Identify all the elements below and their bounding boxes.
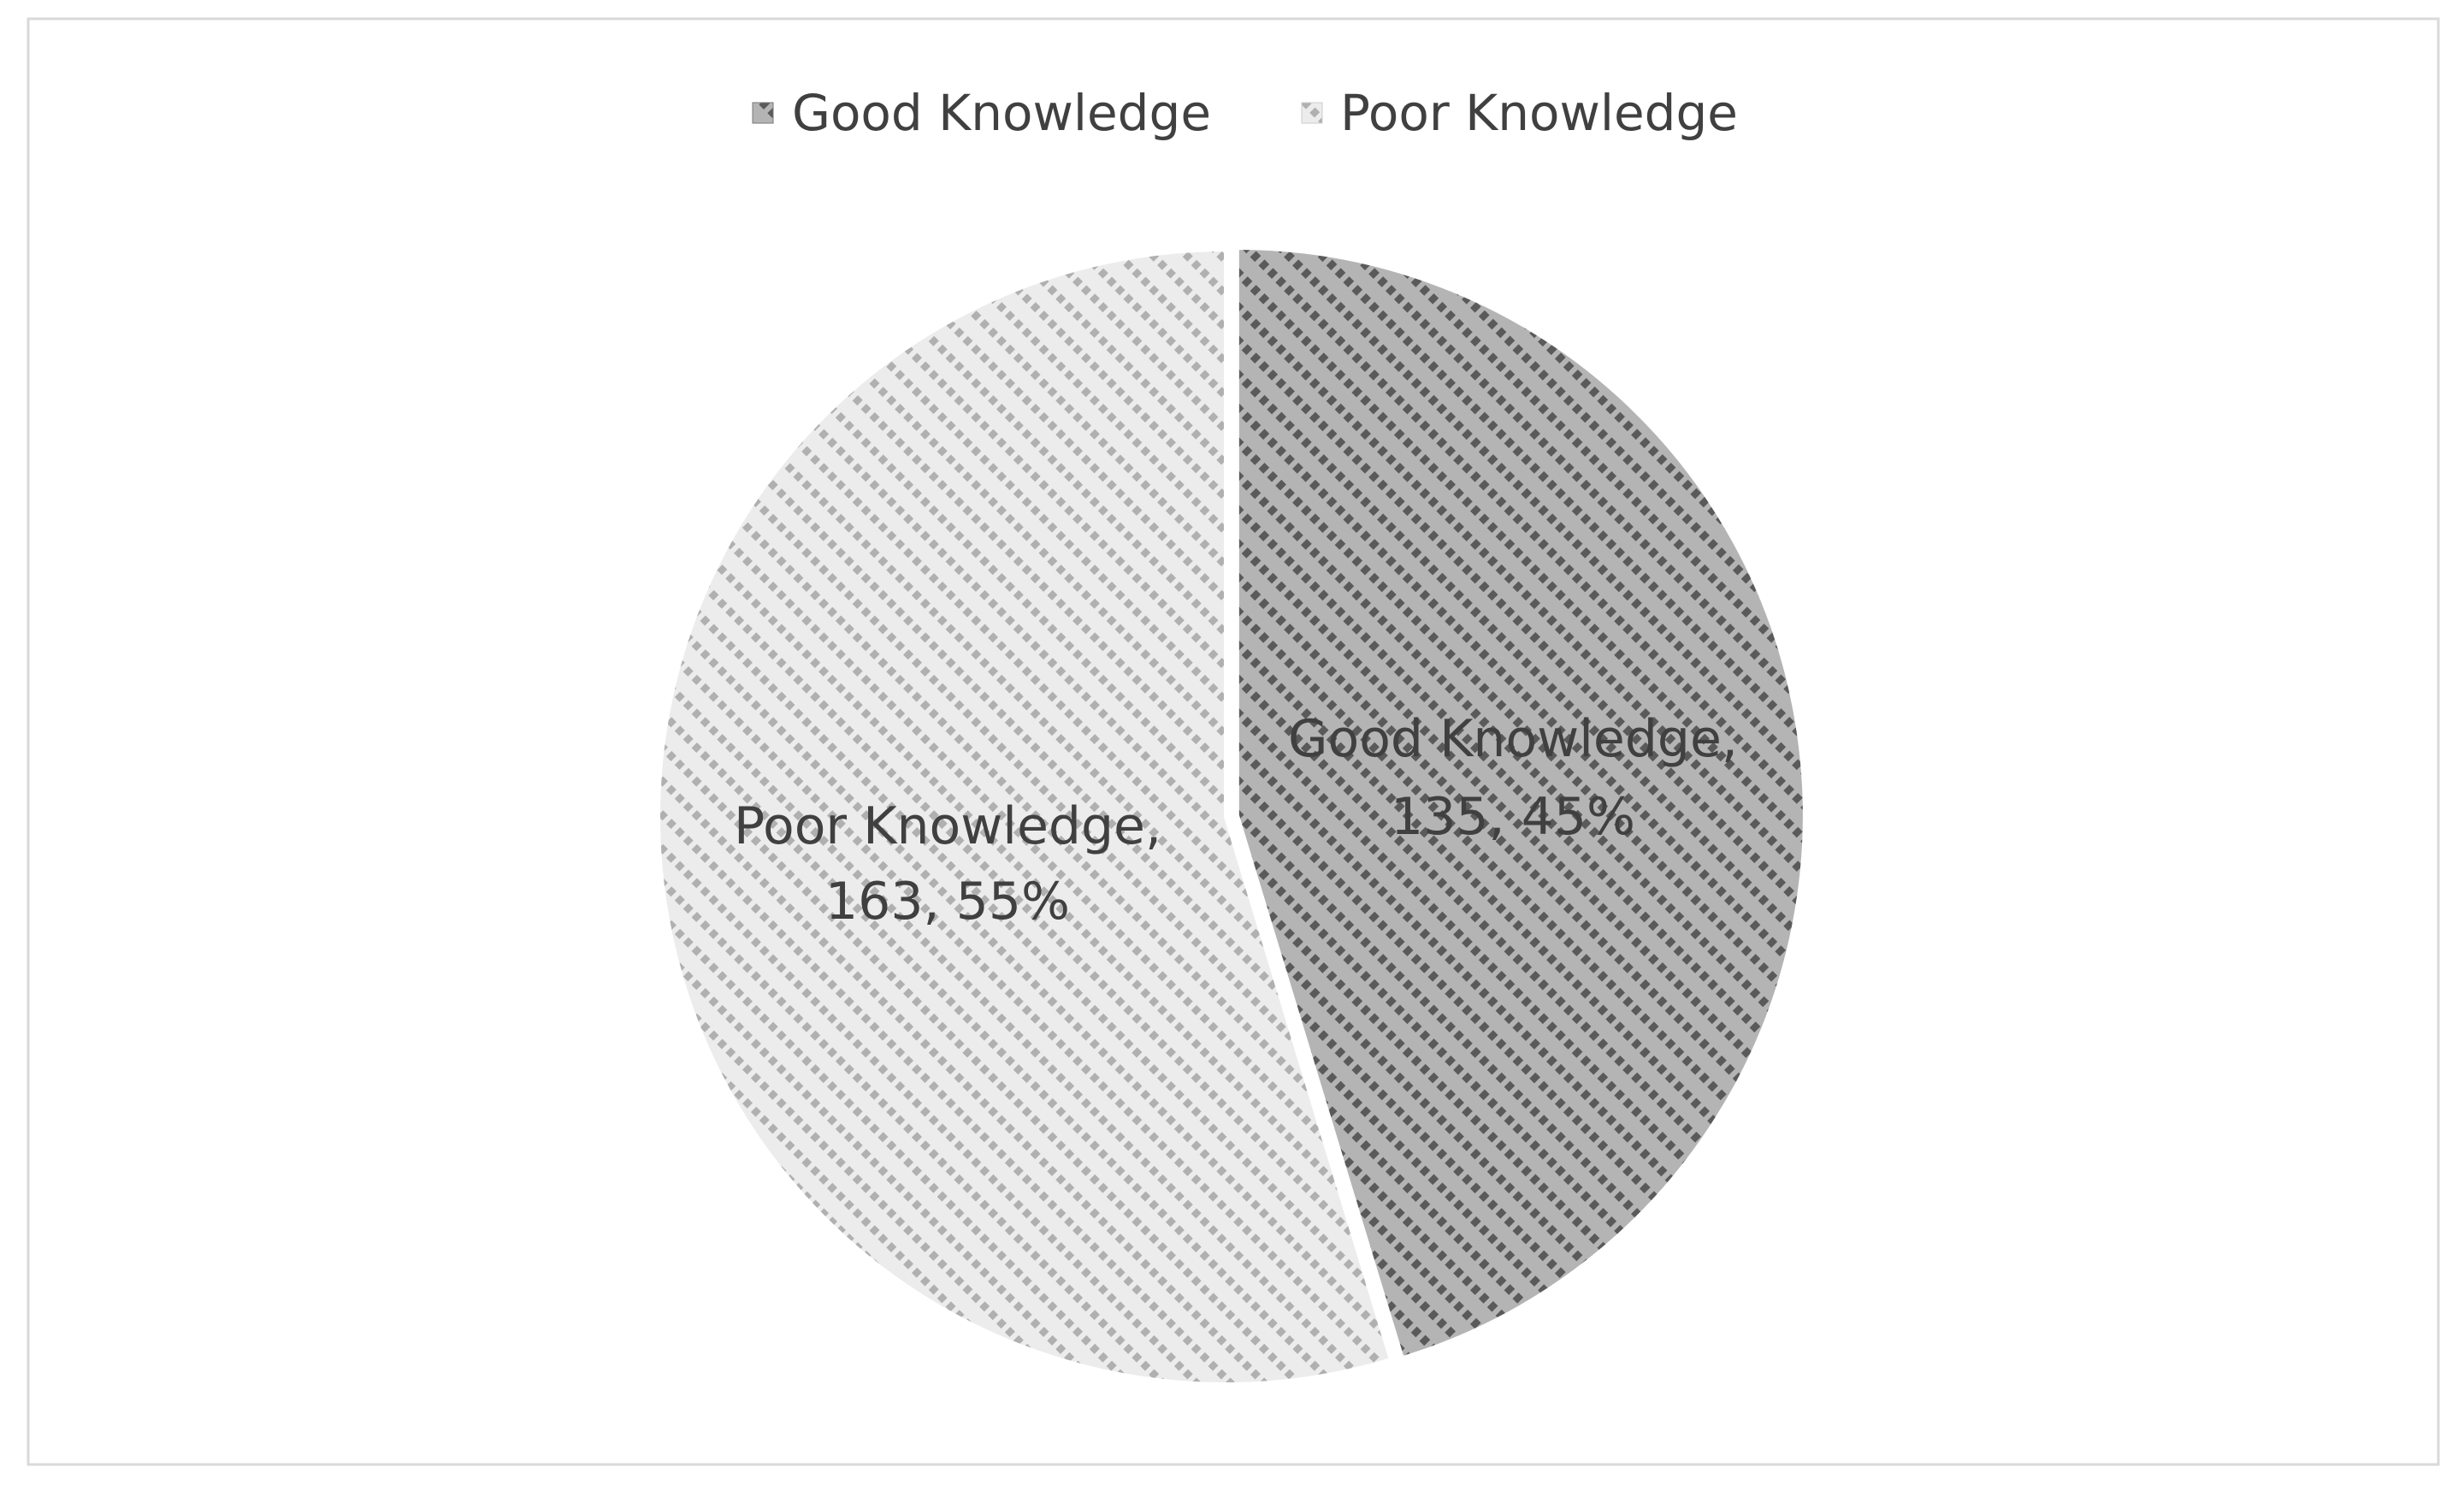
legend-label-good-knowledge: Good Knowledge	[792, 84, 1211, 142]
pie-slice-good-knowledge	[1235, 246, 1806, 1360]
data-labels: Good Knowledge, 135, 45% Poor Knowledge,…	[734, 709, 1738, 932]
legend-marker-good-knowledge	[752, 102, 774, 124]
pie-slices	[656, 246, 1806, 1386]
data-label-poor-knowledge-value: 163, 55%	[825, 872, 1070, 932]
data-label-good-knowledge-value: 135, 45%	[1391, 787, 1635, 847]
legend-label-poor-knowledge: Poor Knowledge	[1340, 84, 1738, 142]
legend-marker-poor-knowledge	[1301, 102, 1323, 124]
data-label-poor-knowledge-name: Poor Knowledge,	[734, 796, 1161, 856]
data-label-good-knowledge-name: Good Knowledge,	[1288, 709, 1738, 769]
legend: Good Knowledge Poor Knowledge	[752, 84, 1738, 142]
pie-slice-poor-knowledge	[656, 247, 1393, 1386]
